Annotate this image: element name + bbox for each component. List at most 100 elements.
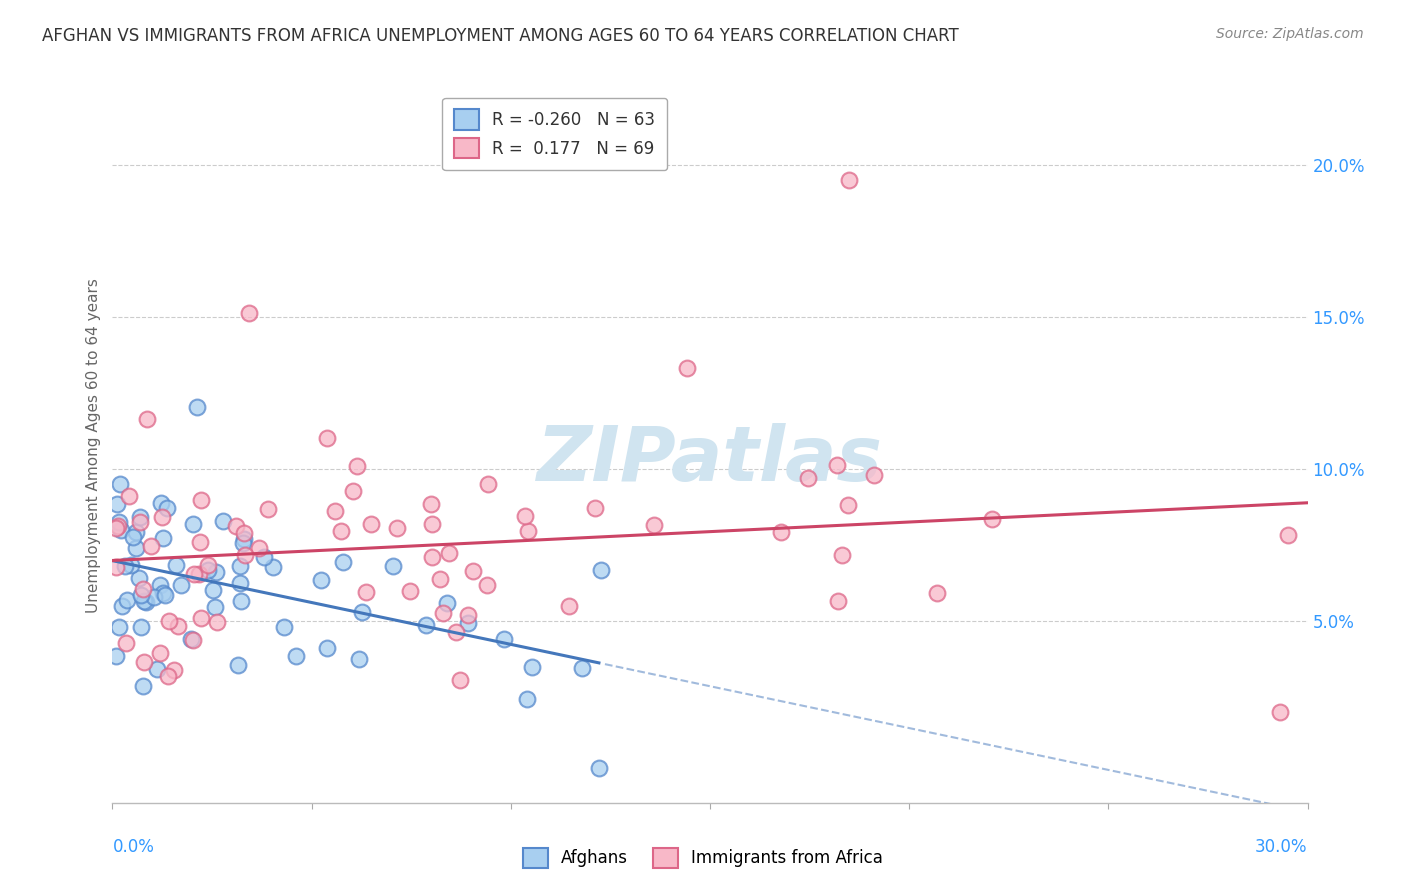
Point: [129, 515, 152, 529]
Point: [588, 761, 610, 775]
Point: [190, 492, 212, 507]
Point: [204, 599, 226, 614]
Point: [571, 661, 593, 675]
Point: [1268, 705, 1291, 719]
Point: [150, 509, 173, 524]
Point: [162, 663, 184, 677]
Text: 30.0%: 30.0%: [1256, 838, 1308, 856]
Point: [165, 558, 187, 573]
Point: [129, 588, 152, 602]
Point: [475, 578, 498, 592]
Point: [135, 412, 157, 426]
Point: [330, 524, 353, 539]
Point: [110, 477, 132, 491]
Point: [558, 599, 581, 613]
Point: [831, 548, 853, 562]
Point: [167, 619, 190, 633]
Text: ZIPatlas: ZIPatlas: [537, 424, 883, 497]
Point: [273, 620, 295, 634]
Point: [107, 518, 129, 533]
Point: [827, 594, 849, 608]
Point: [108, 515, 131, 529]
Point: [837, 499, 859, 513]
Point: [132, 679, 155, 693]
Point: [770, 525, 793, 540]
Point: [105, 649, 128, 664]
Point: [122, 530, 145, 544]
Point: [422, 550, 444, 565]
Point: [862, 467, 884, 482]
Point: [186, 401, 208, 415]
Point: [183, 566, 205, 581]
Point: [233, 525, 256, 540]
Point: [516, 692, 538, 706]
Point: [149, 578, 172, 592]
Point: [188, 566, 211, 581]
Point: [149, 495, 172, 509]
Point: [589, 563, 612, 577]
Point: [110, 523, 132, 537]
Point: [285, 648, 308, 663]
Point: [477, 477, 499, 491]
Point: [429, 572, 451, 586]
Point: [180, 632, 202, 647]
Point: [157, 614, 180, 628]
Point: [315, 431, 337, 445]
Point: [120, 558, 142, 572]
Point: [125, 541, 148, 555]
Point: [643, 517, 665, 532]
Point: [152, 586, 174, 600]
Point: [135, 594, 157, 608]
Point: [143, 590, 166, 604]
Point: [796, 471, 818, 485]
Point: [118, 489, 141, 503]
Point: [197, 558, 219, 572]
Legend: R = -0.260   N = 63, R =  0.177   N = 69: R = -0.260 N = 63, R = 0.177 N = 69: [443, 97, 666, 169]
Point: [152, 531, 174, 545]
Point: [446, 625, 468, 640]
Point: [981, 511, 1004, 525]
Point: [211, 514, 233, 528]
Point: [190, 611, 212, 625]
Point: [235, 549, 257, 563]
Point: [457, 615, 479, 630]
Point: [825, 458, 848, 472]
Point: [257, 502, 280, 516]
Point: [105, 520, 128, 534]
Point: [415, 618, 437, 632]
Point: [432, 607, 454, 621]
Text: Source: ZipAtlas.com: Source: ZipAtlas.com: [1216, 27, 1364, 41]
Point: [128, 571, 150, 585]
Point: [457, 608, 479, 623]
Point: [202, 583, 225, 598]
Point: [463, 564, 485, 578]
Point: [226, 657, 249, 672]
Point: [157, 669, 180, 683]
Point: [360, 517, 382, 532]
Point: [513, 509, 536, 524]
Point: [170, 577, 193, 591]
Point: [676, 360, 699, 375]
Y-axis label: Unemployment Among Ages 60 to 64 years: Unemployment Among Ages 60 to 64 years: [86, 278, 101, 614]
Point: [309, 573, 332, 587]
Point: [262, 560, 284, 574]
Point: [132, 593, 155, 607]
Point: [105, 497, 128, 511]
Point: [516, 524, 538, 539]
Point: [183, 632, 205, 647]
Point: [437, 546, 460, 560]
Point: [323, 504, 346, 518]
Point: [125, 524, 148, 539]
Point: [347, 652, 370, 666]
Point: [188, 534, 211, 549]
Point: [149, 646, 172, 660]
Point: [381, 559, 404, 574]
Point: [197, 563, 219, 577]
Point: [228, 558, 250, 573]
Point: [111, 599, 134, 613]
Point: [583, 500, 606, 515]
Point: [183, 516, 205, 531]
Point: [132, 655, 155, 669]
Text: 0.0%: 0.0%: [112, 838, 155, 856]
Point: [232, 535, 254, 549]
